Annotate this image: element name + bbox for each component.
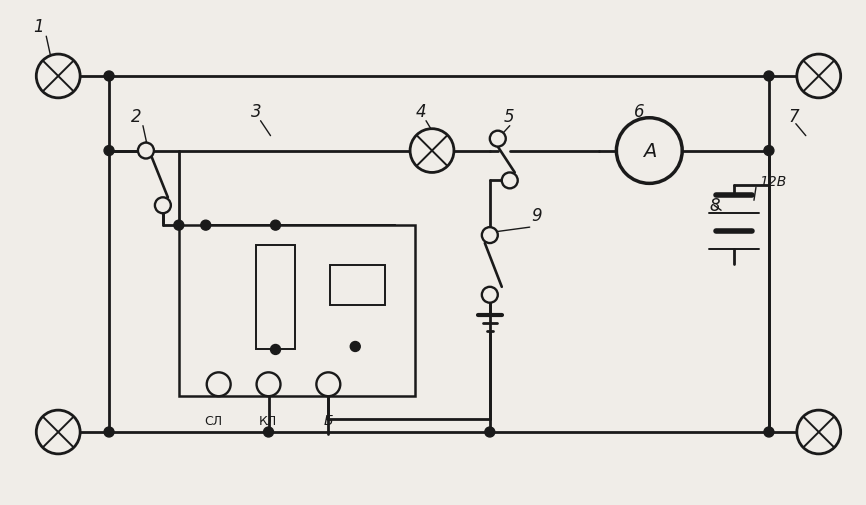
Text: 4: 4 (416, 103, 427, 121)
Circle shape (36, 411, 81, 454)
Circle shape (481, 287, 498, 303)
Circle shape (410, 129, 454, 173)
Circle shape (490, 131, 506, 147)
Text: 5: 5 (504, 108, 514, 125)
Circle shape (201, 221, 210, 231)
Circle shape (155, 198, 171, 214)
Circle shape (797, 411, 841, 454)
Text: 9: 9 (532, 207, 542, 225)
Circle shape (501, 173, 518, 189)
Circle shape (138, 143, 154, 159)
Circle shape (104, 146, 114, 156)
Circle shape (256, 373, 281, 396)
Circle shape (481, 228, 498, 243)
Circle shape (207, 373, 230, 396)
Text: 1: 1 (33, 18, 44, 36)
Text: КЛ: КЛ (259, 414, 277, 427)
Circle shape (104, 72, 114, 82)
Text: 6: 6 (635, 103, 645, 121)
Circle shape (270, 345, 281, 355)
Circle shape (617, 119, 682, 184)
Circle shape (764, 72, 774, 82)
Circle shape (485, 427, 494, 437)
Circle shape (764, 427, 774, 437)
Text: 8: 8 (709, 197, 720, 215)
Text: 7: 7 (789, 108, 799, 125)
Circle shape (764, 146, 774, 156)
Circle shape (350, 342, 360, 352)
Circle shape (797, 55, 841, 98)
Circle shape (174, 221, 184, 231)
Circle shape (36, 55, 81, 98)
Circle shape (270, 221, 281, 231)
Circle shape (104, 427, 114, 437)
Text: 2: 2 (131, 108, 142, 125)
Bar (178, 226, 415, 396)
Bar (255, 245, 295, 350)
Circle shape (316, 373, 340, 396)
Text: A: A (643, 142, 656, 161)
Text: Б: Б (323, 413, 333, 427)
Text: 3: 3 (250, 103, 262, 121)
Bar (330, 266, 385, 305)
Text: СЛ: СЛ (204, 414, 223, 427)
Text: 12В: 12В (759, 175, 786, 189)
Circle shape (263, 427, 274, 437)
